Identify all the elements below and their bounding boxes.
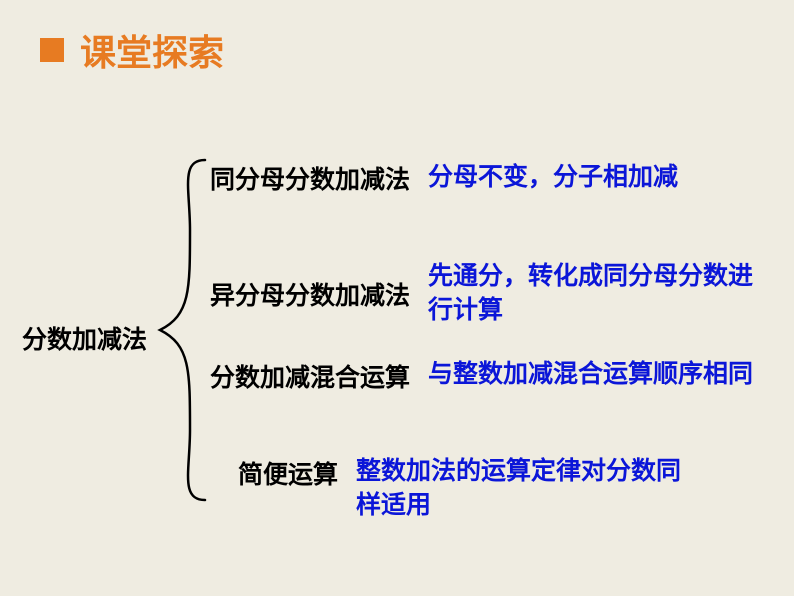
branch-row: 异分母分数加减法 先通分，转化成同分母分数进行计算 xyxy=(210,260,758,328)
branch-description: 先通分，转化成同分母分数进行计算 xyxy=(428,260,758,328)
branch-description: 分母不变，分子相加减 xyxy=(428,161,678,195)
branch-description: 整数加法的运算定律对分数同样适用 xyxy=(356,455,686,523)
root-node-label: 分数加减法 xyxy=(22,320,147,356)
branch-row: 同分母分数加减法 分母不变，分子相加减 xyxy=(210,160,678,196)
brace-icon xyxy=(150,150,210,510)
branch-label: 简便运算 xyxy=(238,455,338,491)
branch-row: 分数加减混合运算 与整数加减混合运算顺序相同 xyxy=(210,358,753,394)
branch-label: 异分母分数加减法 xyxy=(210,276,410,312)
branch-label: 分数加减混合运算 xyxy=(210,358,410,394)
branch-description: 与整数加减混合运算顺序相同 xyxy=(428,358,753,392)
slide-title: 课堂探索 xyxy=(80,24,224,76)
slide-header: 课堂探索 xyxy=(40,24,224,76)
branch-label: 同分母分数加减法 xyxy=(210,160,410,196)
branch-row: 简便运算 整数加法的运算定律对分数同样适用 xyxy=(238,455,686,523)
square-bullet-icon xyxy=(40,38,64,62)
